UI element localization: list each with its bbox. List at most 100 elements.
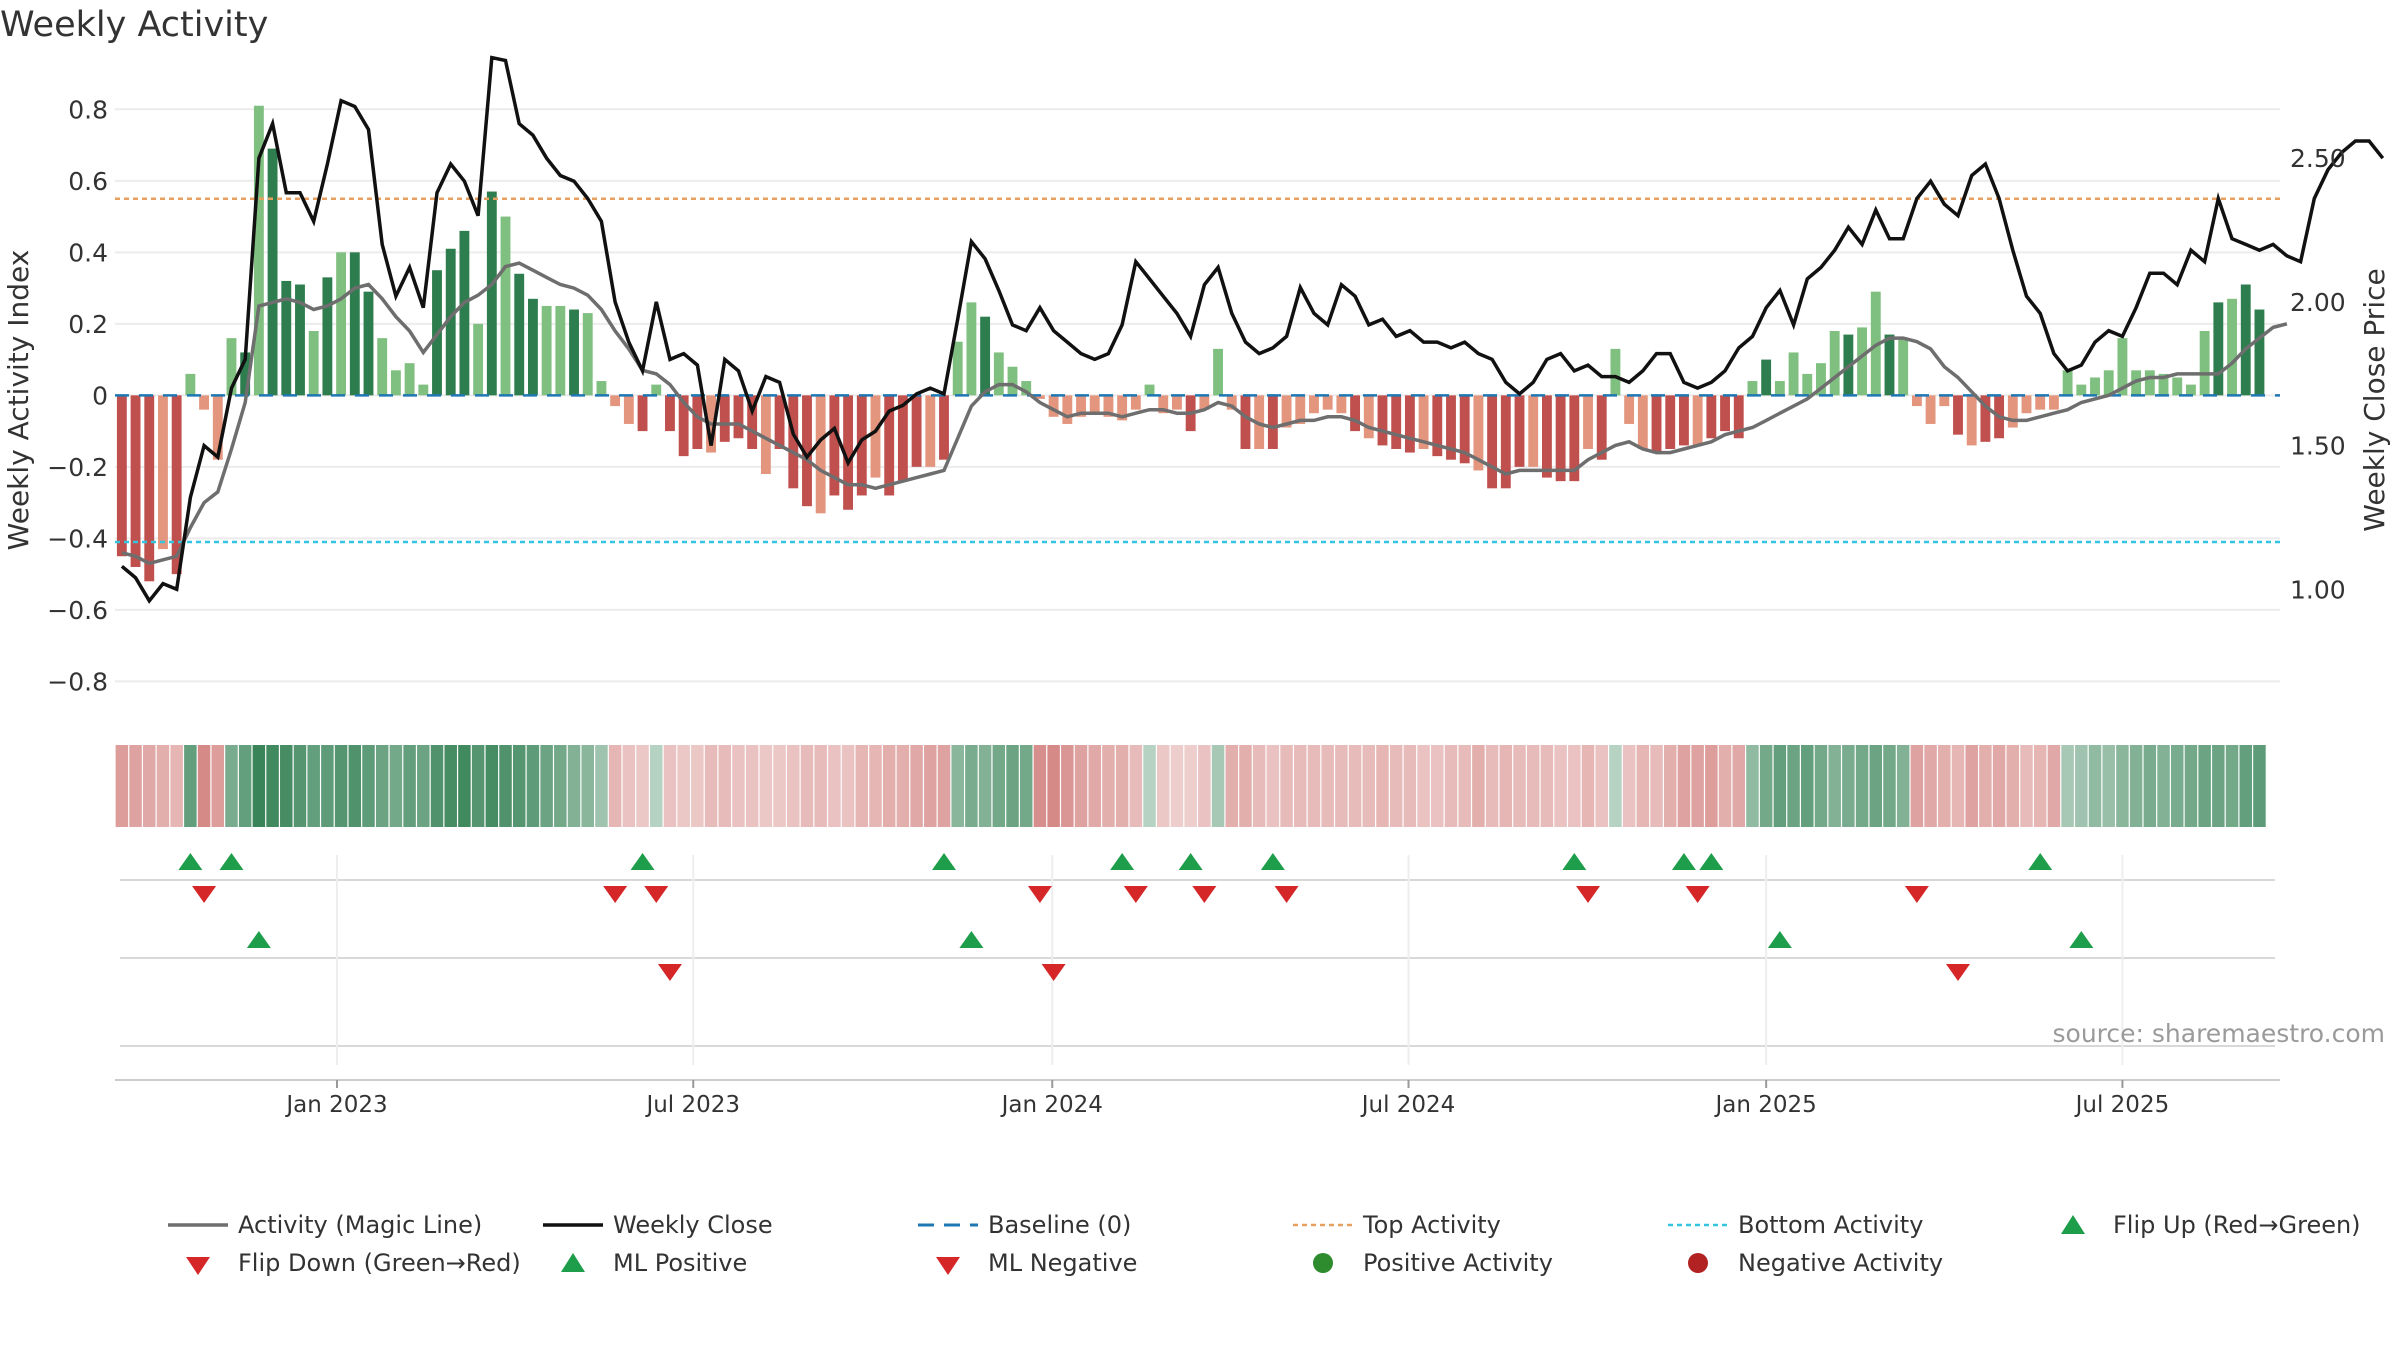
flip-down-marker	[1192, 886, 1217, 903]
heat-cell	[512, 745, 526, 827]
legend-swatch	[1688, 1253, 1708, 1273]
heat-cell	[1088, 745, 1101, 827]
heat-cell	[663, 745, 677, 827]
heat-cell	[280, 745, 293, 827]
heat-cell	[1019, 745, 1033, 827]
heat-cell	[1883, 745, 1896, 827]
heat-cell	[1417, 745, 1430, 827]
x-tick-label: Jan 2024	[1000, 1092, 1103, 1118]
heat-cell	[554, 745, 567, 827]
activity-bar	[349, 252, 360, 396]
heat-cell	[1938, 745, 1951, 827]
activity-bar	[1898, 338, 1909, 396]
heat-cell	[924, 745, 937, 827]
activity-bar	[2117, 338, 2128, 396]
legend-label: Weekly Close	[613, 1211, 773, 1239]
heat-cell	[499, 745, 512, 827]
activity-bar	[1555, 395, 1566, 482]
heat-cell	[1225, 745, 1239, 827]
heat-cell	[992, 745, 1006, 827]
heat-cell	[307, 745, 320, 827]
activity-bar	[500, 216, 511, 396]
heat-cell	[540, 745, 553, 827]
heat-cell	[855, 745, 869, 827]
activity-bar	[815, 395, 826, 514]
activity-bar	[1130, 395, 1141, 410]
activity-bar	[130, 395, 141, 567]
heat-cell	[910, 745, 923, 827]
heat-cell	[1595, 745, 1608, 827]
heat-cell	[2129, 745, 2143, 827]
heat-cell	[896, 745, 910, 827]
heat-cell	[1513, 745, 1526, 827]
heat-cell	[882, 745, 896, 827]
heat-cell	[129, 745, 142, 827]
activity-bar	[281, 280, 292, 396]
signal-lanes	[120, 855, 2275, 1065]
legend-label: Positive Activity	[1363, 1249, 1553, 1277]
activity-bar	[1925, 395, 1936, 424]
heat-cell	[1855, 745, 1869, 827]
activity-bar	[555, 305, 566, 396]
activity-bar	[788, 395, 799, 489]
activity-bar	[1418, 395, 1429, 449]
flip-up-marker	[1671, 853, 1696, 870]
legend-item-ml-positive: ML Positive	[561, 1249, 747, 1277]
activity-bar	[637, 395, 648, 432]
heat-cell	[1115, 745, 1129, 827]
legend-item-bottom: Bottom Activity	[1668, 1211, 1923, 1239]
heat-cell	[1102, 745, 1115, 827]
ml-positive-marker	[959, 931, 984, 948]
legend: Activity (Magic Line) Weekly Close Baselin…	[168, 1211, 2361, 1277]
heat-cell	[1307, 745, 1321, 827]
heat-cell	[622, 745, 636, 827]
heat-cell	[965, 745, 978, 827]
activity-bar	[1788, 352, 1799, 396]
heat-cell	[1650, 745, 1663, 827]
legend-item-positive-activity: Positive Activity	[1313, 1249, 1553, 1277]
activity-bar	[1637, 395, 1648, 449]
heat-cell	[1842, 745, 1855, 827]
activity-bar	[1514, 395, 1525, 467]
heat-cell	[1979, 745, 1992, 827]
ml-positive-marker	[246, 931, 271, 948]
activity-bar	[308, 330, 319, 396]
heat-cell	[704, 745, 718, 827]
activity-bar	[897, 395, 908, 482]
heat-cell	[1705, 745, 1718, 827]
heat-cell	[2184, 745, 2198, 827]
activity-bar	[1857, 327, 1868, 396]
heat-cell	[937, 745, 951, 827]
legend-label: Baseline (0)	[988, 1211, 1131, 1239]
heat-cell	[1280, 745, 1293, 827]
y2-tick-label: 2.00	[2290, 288, 2346, 317]
heat-cell	[1718, 745, 1732, 827]
y-axis-right: 2.50 2.00 1.50 1.00	[2290, 144, 2346, 604]
activity-bar	[760, 395, 771, 475]
activity-bar	[185, 373, 196, 396]
heat-cell	[1211, 745, 1225, 827]
activity-bar	[2144, 370, 2155, 396]
heat-cell	[1677, 745, 1691, 827]
activity-bar	[1199, 395, 1210, 410]
heat-cell	[951, 745, 964, 827]
activity-bar	[1076, 395, 1086, 417]
heat-cell	[1581, 745, 1595, 827]
chart-title: Weekly Activity	[0, 5, 268, 45]
activity-bar	[2254, 309, 2265, 396]
heat-cell	[1389, 745, 1403, 827]
heat-cell	[1252, 745, 1266, 827]
activity-bar	[569, 309, 579, 396]
activity-bar	[1747, 381, 1758, 396]
activity-bar	[2172, 377, 2183, 396]
heat-cell	[362, 745, 375, 827]
flip-down-marker	[1576, 886, 1601, 903]
heat-cell	[170, 745, 183, 827]
heat-cell	[444, 745, 457, 827]
activity-bar	[692, 395, 703, 449]
y-tick-label: 0	[92, 381, 108, 410]
legend-swatch	[2061, 1215, 2085, 1234]
heat-cell	[1335, 745, 1348, 827]
heat-cell	[2033, 745, 2047, 827]
y-tick-label: −0.4	[47, 524, 108, 553]
